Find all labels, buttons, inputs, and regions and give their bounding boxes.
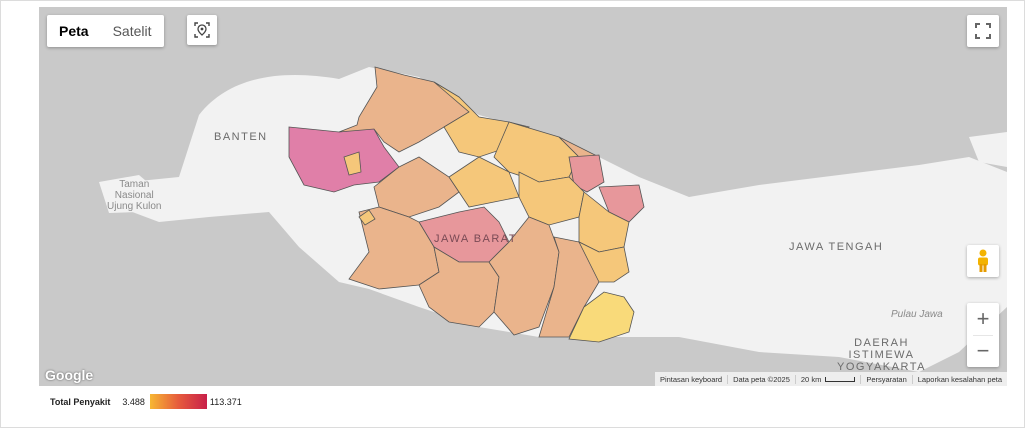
map-type-map-button[interactable]: Peta <box>59 23 89 39</box>
keyboard-shortcuts-link[interactable]: Pintasan keyboard <box>659 374 723 384</box>
ujung-kulon-land <box>99 175 159 213</box>
region-cirebon[interactable] <box>568 154 605 193</box>
map-base <box>99 66 1007 372</box>
map-type-satellite-button[interactable]: Satelit <box>112 23 152 39</box>
plus-icon: + <box>976 306 990 331</box>
attribution-bar: Pintasan keyboard Data peta ©2025 20 km … <box>654 372 1007 386</box>
map-type-control: Peta Satelit <box>47 15 164 47</box>
label-taman-line-3: Ujung Kulon <box>107 201 162 212</box>
label-pulau-jawa: Pulau Jawa <box>891 309 943 320</box>
zoom-in-button[interactable]: + <box>967 303 999 335</box>
location-button[interactable] <box>187 15 217 45</box>
east-coast-land <box>969 132 1007 167</box>
zoom-divider <box>973 335 993 336</box>
label-taman-nasional: Taman Nasional Ujung Kulon <box>107 179 161 212</box>
label-diy: DAERAH ISTIMEWA YOGYAKARTA <box>837 337 926 373</box>
scale-control[interactable]: 20 km <box>794 374 860 384</box>
terms-link[interactable]: Persyaratan <box>860 374 911 384</box>
region-cianjur[interactable] <box>418 246 500 328</box>
label-jawa-barat: JAWA BARAT <box>434 233 518 245</box>
region-ciamis[interactable] <box>578 241 630 283</box>
map-data-text: Data peta ©2025 <box>727 374 795 384</box>
minus-icon: − <box>976 338 990 363</box>
google-logo: Google <box>45 367 94 383</box>
map-canvas[interactable]: Peta Satelit + − <box>39 7 1007 386</box>
region-pangandaran[interactable] <box>568 291 635 343</box>
scale-label: 20 km <box>800 374 822 384</box>
region-garut[interactable] <box>488 216 560 336</box>
fullscreen-button[interactable] <box>967 15 999 47</box>
region-small-island[interactable] <box>358 209 376 226</box>
street-view-button[interactable] <box>967 245 999 277</box>
legend-title: Total Penyakit <box>50 396 111 407</box>
zoom-out-button[interactable]: − <box>967 335 999 367</box>
label-taman-line-1: Taman <box>119 179 150 190</box>
region-brebes-edge[interactable] <box>598 184 645 223</box>
label-diy-line-1: DAERAH <box>854 337 909 349</box>
label-diy-line-2: ISTIMEWA <box>848 349 915 361</box>
label-jawa-tengah: JAWA TENGAH <box>789 241 884 253</box>
report-error-link[interactable]: Laporkan kesalahan peta <box>911 374 1007 384</box>
fullscreen-icon <box>975 23 991 39</box>
color-legend: Total Penyakit 3.488 113.371 <box>50 394 242 409</box>
label-diy-line-3: YOGYAKARTA <box>837 361 926 373</box>
legend-gradient <box>149 394 207 409</box>
scale-bar <box>825 377 856 383</box>
label-banten: BANTEN <box>214 131 268 143</box>
pegman-icon <box>978 249 988 272</box>
legend-max: 113.371 <box>209 396 242 407</box>
legend-min: 3.488 <box>122 396 145 407</box>
label-taman-line-2: Nasional <box>114 190 154 201</box>
region-small-west[interactable] <box>343 151 362 176</box>
zoom-control: + − <box>967 303 999 367</box>
location-pin-icon <box>194 22 210 38</box>
region-purwakarta[interactable] <box>448 156 520 208</box>
